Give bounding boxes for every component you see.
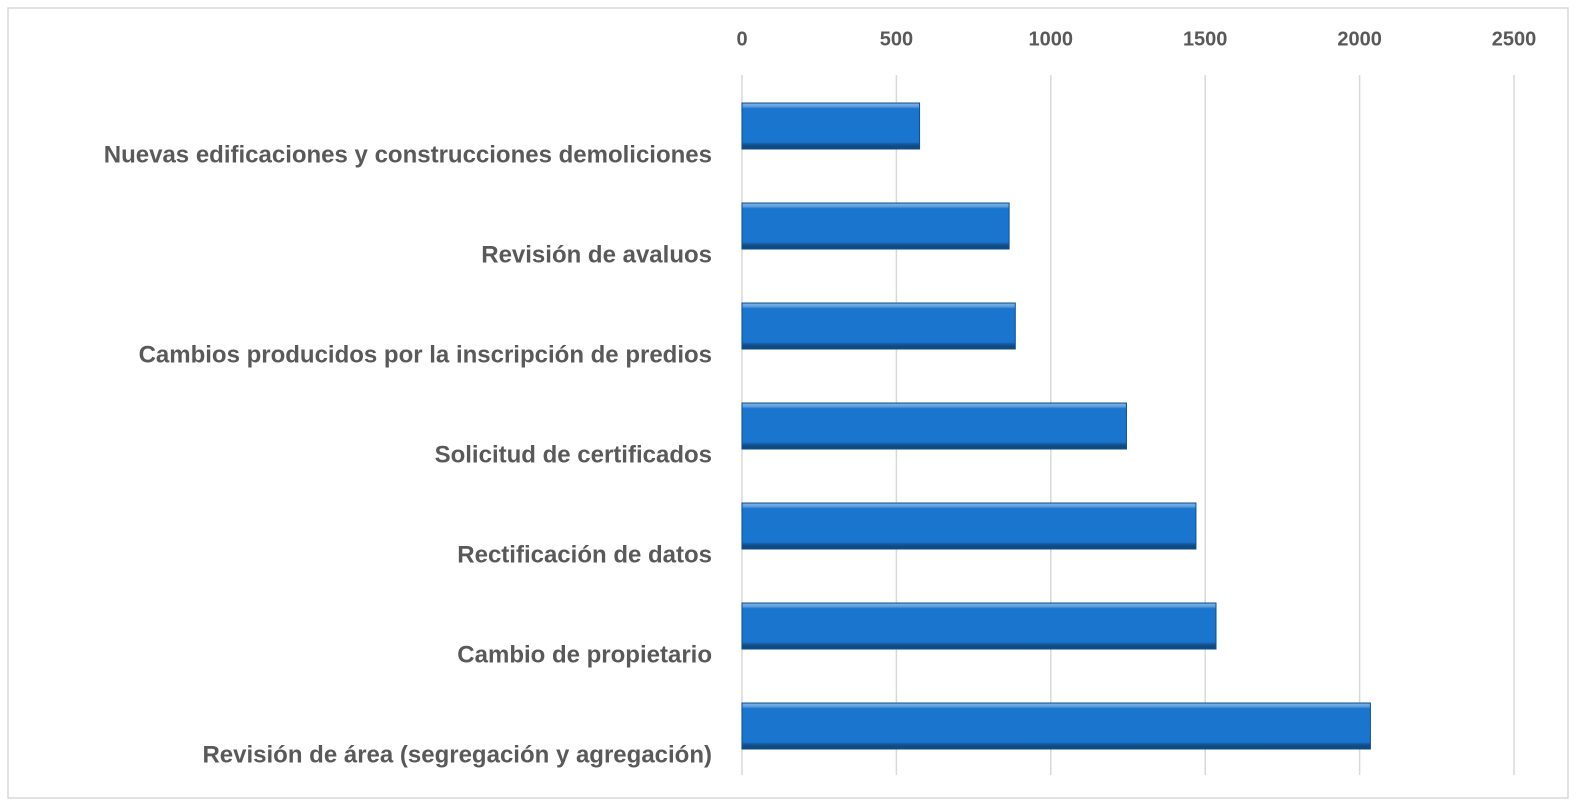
- y-tick-label: Solicitud de certificados: [435, 441, 712, 468]
- y-tick-label: Revisión de avaluos: [481, 241, 712, 268]
- bar-bevel: [741, 702, 1371, 750]
- x-tick-label: 2500: [1492, 28, 1537, 50]
- x-tick-label: 1500: [1183, 28, 1228, 50]
- bar-bevel: [741, 302, 1016, 350]
- x-tick-label: 0: [736, 28, 747, 50]
- bar-bevel: [741, 402, 1127, 450]
- x-tick-label: 1000: [1029, 28, 1074, 50]
- bar-bevel: [741, 202, 1010, 250]
- x-tick-label: 2000: [1337, 28, 1382, 50]
- bar-bevel: [741, 602, 1217, 650]
- y-tick-label: Rectificación de datos: [457, 541, 712, 568]
- y-tick-label: Cambios producidos por la inscripción de…: [139, 341, 712, 368]
- bar-bevel: [741, 502, 1197, 550]
- x-tick-label: 500: [880, 28, 913, 50]
- y-tick-label: Nuevas edificaciones y construcciones de…: [104, 141, 712, 168]
- bar-bevel: [741, 102, 921, 150]
- y-tick-label: Revisión de área (segregación y agregaci…: [202, 741, 712, 768]
- y-tick-label: Cambio de propietario: [457, 641, 712, 668]
